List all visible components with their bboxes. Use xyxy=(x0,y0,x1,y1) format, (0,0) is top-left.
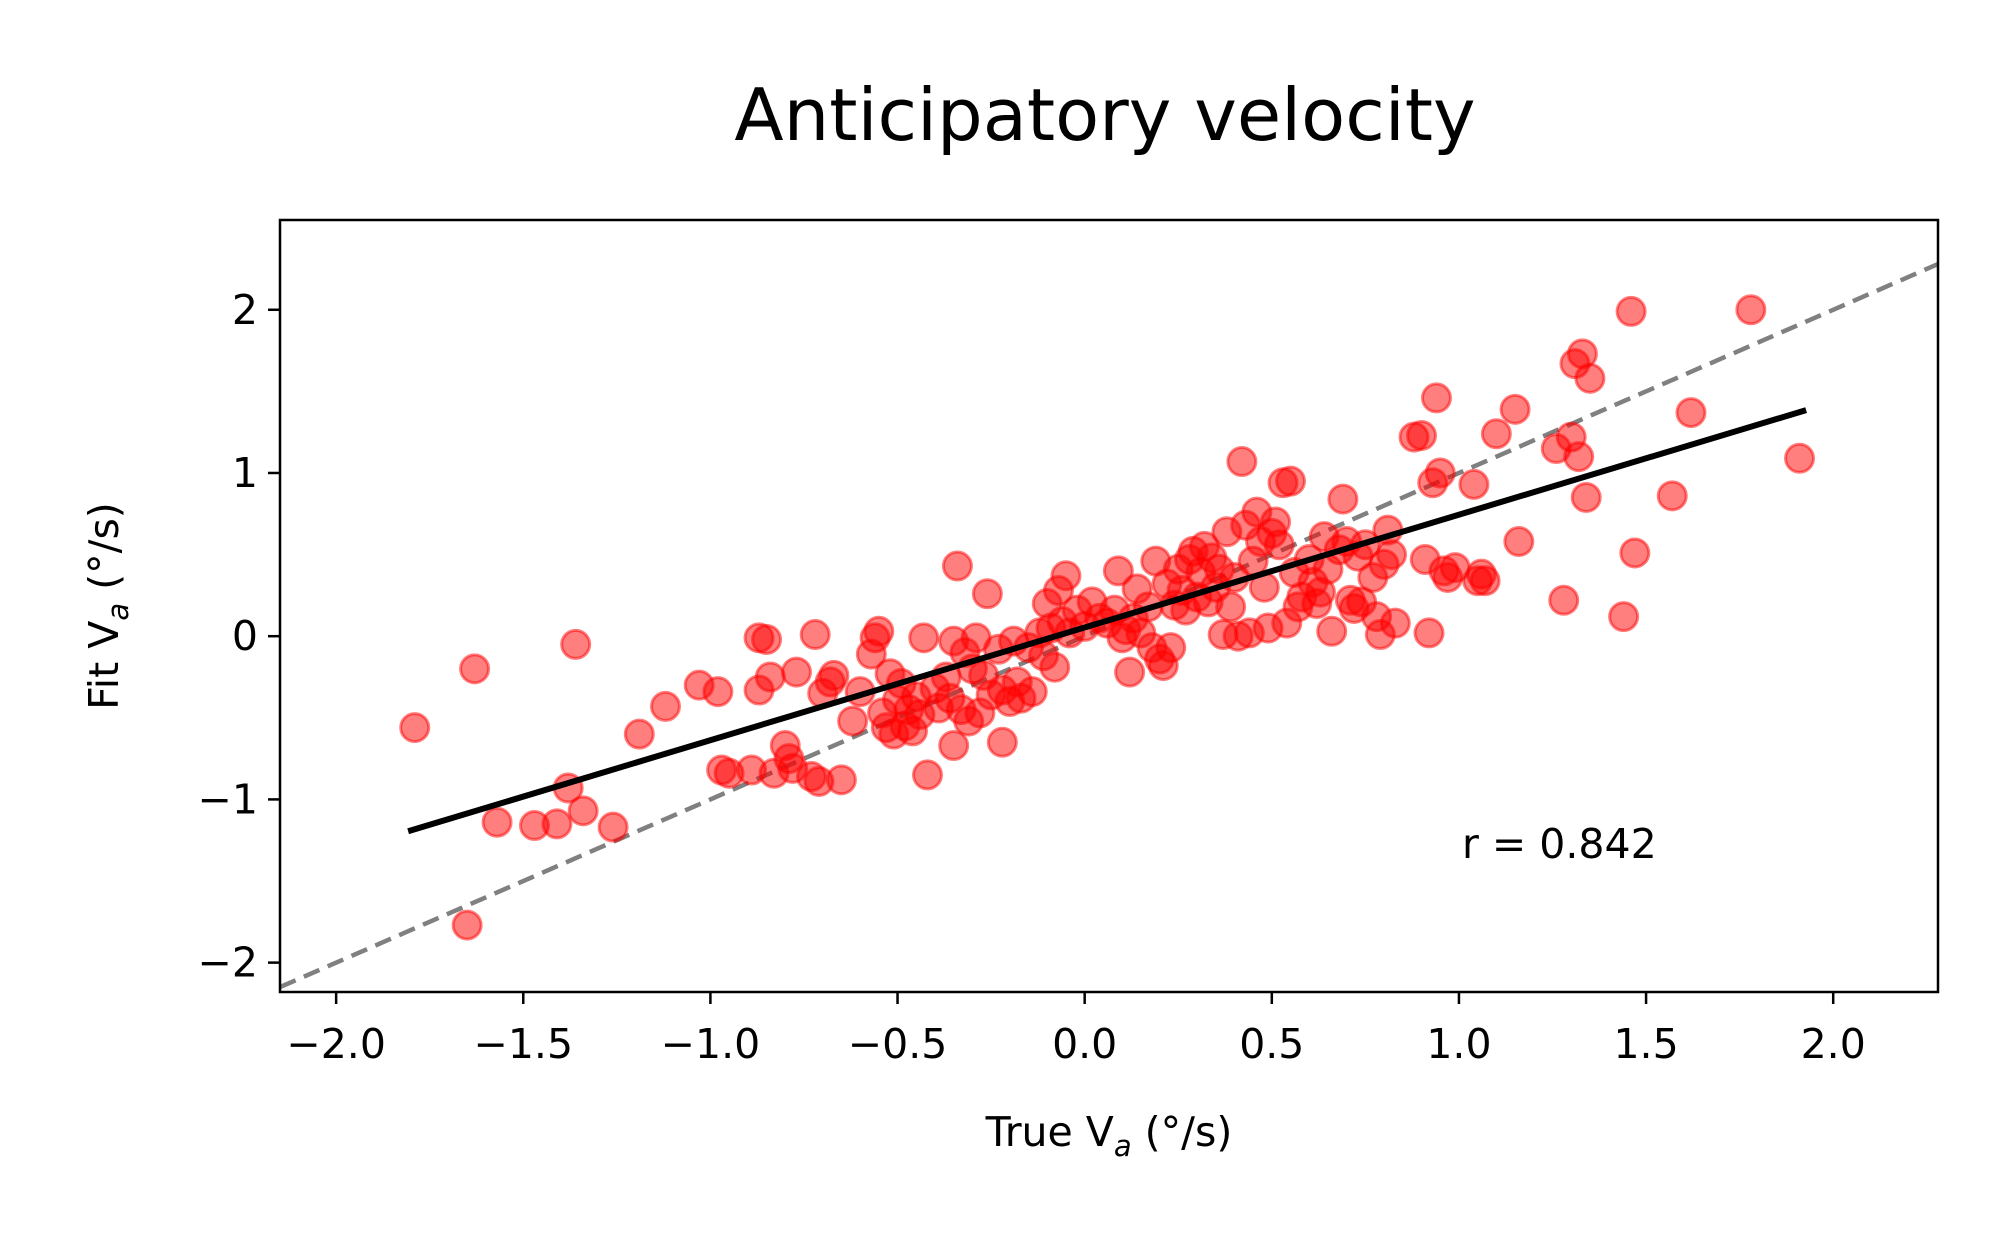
data-point xyxy=(1675,397,1707,429)
x-axis-label: True Va (°/s) xyxy=(985,1108,1233,1163)
x-tick-label: 1.0 xyxy=(1426,1020,1491,1068)
data-point xyxy=(1735,294,1767,326)
data-point xyxy=(1619,537,1651,569)
data-point xyxy=(1420,382,1452,414)
x-tick-label: −0.5 xyxy=(848,1020,948,1068)
x-tick-label: −2.0 xyxy=(286,1020,386,1068)
data-point xyxy=(1263,529,1295,561)
data-point xyxy=(1458,468,1490,500)
data-point xyxy=(908,622,940,654)
data-point xyxy=(1784,442,1816,474)
y-tick-label: 1 xyxy=(232,449,258,497)
y-tick-label: −2 xyxy=(198,939,258,987)
y-tick-label: 0 xyxy=(232,612,258,660)
plot-marks xyxy=(280,262,1938,990)
x-tick-label: −1.5 xyxy=(473,1020,573,1068)
y-axis-ticks: −2 −1 0 1 2 xyxy=(198,286,280,987)
x-tick-label: −1.0 xyxy=(661,1020,761,1068)
data-point xyxy=(567,795,599,827)
data-point xyxy=(1499,393,1531,425)
data-point xyxy=(986,726,1018,758)
data-point xyxy=(1376,539,1408,571)
identity-line xyxy=(280,262,1938,990)
y-tick-label: −1 xyxy=(198,775,258,823)
data-point xyxy=(560,628,592,660)
correlation-annotation: r = 0.842 xyxy=(1462,820,1657,868)
data-point xyxy=(1563,441,1595,473)
data-point xyxy=(481,806,513,838)
data-point xyxy=(1379,607,1411,639)
data-point xyxy=(1424,457,1456,489)
data-points xyxy=(399,294,1816,941)
data-point xyxy=(1114,656,1146,688)
data-point xyxy=(799,619,831,651)
data-point xyxy=(1226,446,1258,478)
data-point xyxy=(1608,601,1640,633)
data-point xyxy=(1050,560,1082,592)
data-point xyxy=(623,718,655,750)
x-tick-label: 0.0 xyxy=(1052,1020,1117,1068)
data-point xyxy=(971,578,1003,610)
data-point xyxy=(1039,651,1071,683)
data-point xyxy=(1102,555,1134,587)
data-point xyxy=(837,705,869,737)
data-point xyxy=(1469,565,1501,597)
data-point xyxy=(451,909,483,941)
x-axis-ticks: −2.0 −1.5 −1.0 −0.5 0.0 0.5 1.0 1.5 2.0 xyxy=(286,992,1866,1068)
regression-line xyxy=(407,407,1808,835)
x-tick-label: 0.5 xyxy=(1239,1020,1304,1068)
data-point xyxy=(1656,480,1688,512)
data-point xyxy=(938,730,970,762)
data-point xyxy=(597,811,629,843)
y-tick-label: 2 xyxy=(232,286,258,334)
data-point xyxy=(1215,591,1247,623)
data-point xyxy=(863,615,895,647)
data-point xyxy=(1155,632,1187,664)
data-point xyxy=(1275,465,1307,497)
data-point xyxy=(1406,419,1438,451)
data-point xyxy=(1574,362,1606,394)
chart-title: Anticipatory velocity xyxy=(734,73,1475,157)
data-point xyxy=(1503,526,1535,558)
data-point xyxy=(649,690,681,722)
data-point xyxy=(1615,295,1647,327)
data-point xyxy=(702,676,734,708)
data-point xyxy=(1548,584,1580,616)
y-axis-label: Fit Va (°/s) xyxy=(80,502,135,710)
data-point xyxy=(780,656,812,688)
data-point xyxy=(825,764,857,796)
data-point xyxy=(754,661,786,693)
data-point xyxy=(1327,483,1359,515)
data-point xyxy=(818,659,850,691)
data-point xyxy=(1570,481,1602,513)
x-tick-label: 1.5 xyxy=(1613,1020,1678,1068)
data-point xyxy=(399,712,431,744)
x-tick-label: 2.0 xyxy=(1801,1020,1866,1068)
plot-frame xyxy=(278,218,1940,994)
data-point xyxy=(459,653,491,685)
data-point xyxy=(1413,617,1445,649)
data-point xyxy=(1016,676,1048,708)
data-point xyxy=(911,759,943,791)
data-point xyxy=(541,808,573,840)
data-point xyxy=(1316,615,1348,647)
data-point xyxy=(751,623,783,655)
data-point xyxy=(941,550,973,582)
data-point xyxy=(1480,418,1512,450)
